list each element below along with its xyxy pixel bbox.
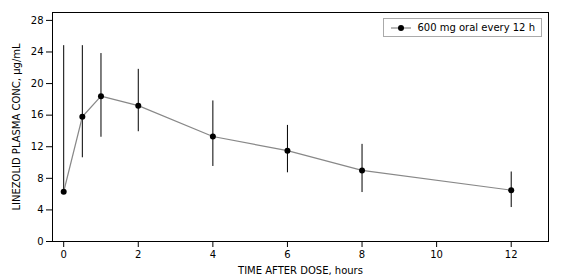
- svg-text:12: 12: [505, 249, 518, 260]
- svg-text:0: 0: [61, 249, 67, 260]
- svg-text:24: 24: [31, 46, 44, 57]
- svg-text:4: 4: [37, 204, 43, 215]
- svg-text:12: 12: [31, 141, 44, 152]
- svg-text:20: 20: [31, 78, 44, 89]
- svg-text:28: 28: [31, 15, 44, 26]
- svg-text:LINEZOLID PLASMA CONC, µg/mL: LINEZOLID PLASMA CONC, µg/mL: [11, 43, 22, 211]
- svg-text:0: 0: [37, 236, 43, 247]
- svg-text:8: 8: [37, 173, 43, 184]
- svg-text:16: 16: [31, 109, 44, 120]
- svg-text:4: 4: [210, 249, 216, 260]
- svg-text:8: 8: [359, 249, 365, 260]
- svg-text:TIME AFTER DOSE, hours: TIME AFTER DOSE, hours: [237, 265, 363, 276]
- html-text:600 mg oral every 12 h: 600 mg oral every 12 h: [417, 22, 535, 33]
- svg-text:10: 10: [430, 249, 443, 260]
- svg-text:6: 6: [284, 249, 290, 260]
- svg-text:2: 2: [135, 249, 141, 260]
